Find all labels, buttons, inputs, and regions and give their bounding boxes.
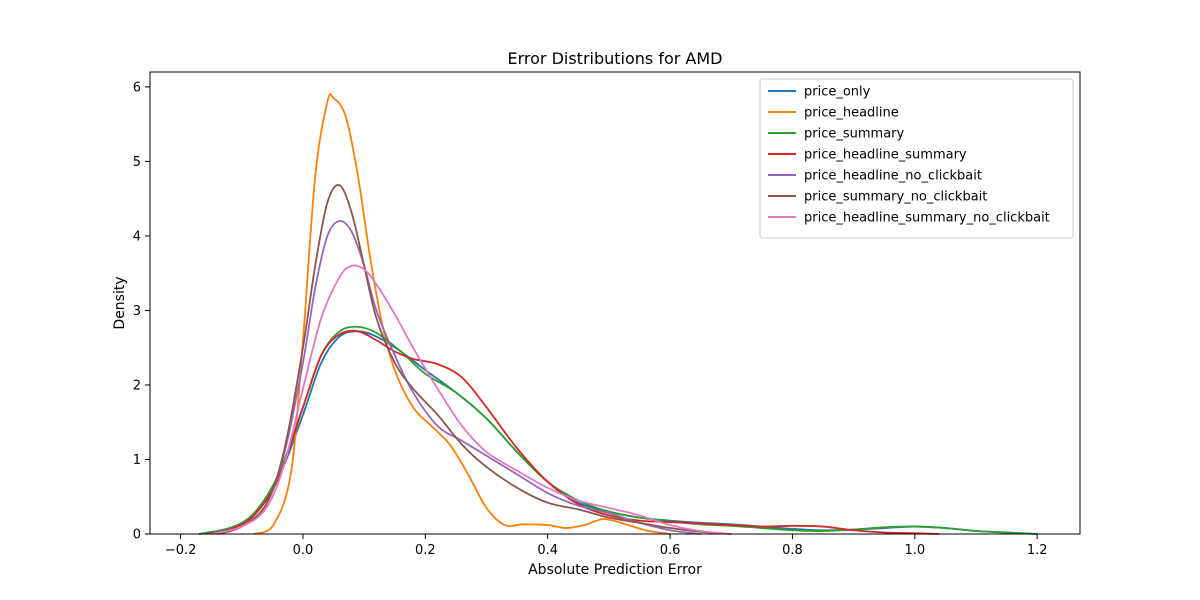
x-tick-label: 1.0 — [904, 543, 925, 558]
legend-label: price_headline_no_clickbait — [804, 169, 982, 184]
series-line-price-headline-summary-no-clickbait — [210, 264, 732, 535]
x-tick-label: 0.0 — [293, 543, 314, 558]
x-tick-label: 0.2 — [415, 543, 436, 558]
x-tick-label: 0.4 — [537, 543, 558, 558]
legend: price_only price_headline price_summarypri… — [759, 78, 1074, 239]
plot-area — [198, 93, 1038, 535]
legend-label: price_headline — [804, 106, 899, 121]
y-axis-label: Density — [112, 276, 128, 329]
y-tick-label: 1 — [133, 453, 141, 468]
x-tick-label: 1.2 — [1027, 543, 1048, 558]
x-tick-label: 0.8 — [782, 543, 803, 558]
series-line-price-headline — [253, 93, 671, 535]
chart-title: Error Distributions for AMD — [507, 49, 722, 68]
x-tick-label: −0.2 — [165, 543, 197, 558]
x-axis: −0.2 0.0 0.2 0.4 0.6 0.8 1.0 1.2 — [165, 534, 1048, 558]
y-tick-label: 5 — [133, 155, 141, 170]
series-line-price-summary-no-clickbait — [217, 184, 732, 535]
y-tick-label: 4 — [133, 229, 141, 244]
legend-label: price_only — [804, 85, 871, 100]
y-tick-label: 2 — [133, 378, 141, 393]
y-tick-label: 3 — [133, 304, 141, 319]
y-tick-label: 6 — [133, 80, 141, 95]
legend-label: price_summary_no_clickbait — [804, 190, 987, 205]
series-line-price-only — [198, 330, 1038, 535]
legend-label: price_headline_summary — [804, 148, 967, 163]
y-axis: 0 1 2 3 4 5 6 — [133, 80, 150, 543]
x-tick-label: 0.6 — [660, 543, 681, 558]
series-line-price-headline-no-clickbait — [217, 220, 701, 535]
series-line-price-headline-summary — [204, 329, 940, 535]
x-axis-label: Absolute Prediction Error — [528, 562, 702, 578]
legend-label: price_headline_summary_no_clickbait — [804, 211, 1050, 226]
plot-frame — [149, 71, 1081, 535]
y-tick-label: 0 — [133, 528, 141, 543]
legend-box — [759, 78, 1074, 239]
legend-label: price_summary — [804, 127, 905, 142]
